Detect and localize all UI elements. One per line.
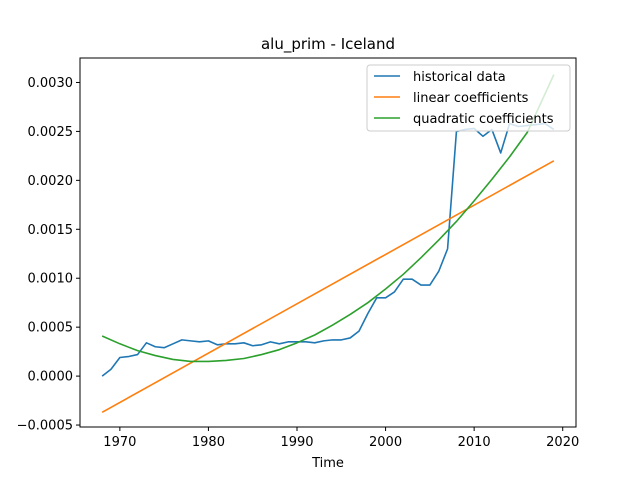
legend-label: linear coefficients xyxy=(413,91,529,106)
y-tick-label: 0.0025 xyxy=(28,125,74,140)
y-axis: −0.0005 0.0000 0.0005 0.0010 0.0015 0.0020 0.0… xyxy=(17,76,80,434)
x-axis: 1970 1980 1990 2000 2010 2020 xyxy=(103,427,579,450)
series-line-0 xyxy=(101,122,555,377)
x-tick-label: 2020 xyxy=(546,435,579,450)
y-tick-label: 0.0030 xyxy=(28,76,74,91)
plot-area-frame xyxy=(79,57,577,428)
legend: historical data linear coefficients quadra… xyxy=(366,64,571,132)
chart-title: alu_prim - Iceland xyxy=(261,35,395,54)
legend-box xyxy=(366,64,571,132)
x-axis-label: Time xyxy=(311,456,344,471)
x-tick-label: 1980 xyxy=(192,435,225,450)
x-tick-label: 1970 xyxy=(103,435,136,450)
plot-lines xyxy=(101,74,555,414)
y-tick-label: 0.0005 xyxy=(28,321,74,336)
x-tick-label: 1990 xyxy=(280,435,313,450)
y-tick-label: 0.0020 xyxy=(28,174,74,189)
y-tick-label: 0.0010 xyxy=(28,272,74,287)
y-tick-label: 0.0015 xyxy=(28,223,74,238)
legend-label: quadratic coefficients xyxy=(413,112,554,127)
y-tick-label: 0.0000 xyxy=(28,370,74,385)
legend-label: historical data xyxy=(413,70,506,85)
x-tick-label: 2000 xyxy=(369,435,402,450)
series-line-1 xyxy=(101,160,555,414)
series-line-2 xyxy=(101,74,555,363)
x-tick-label: 2010 xyxy=(458,435,491,450)
y-tick-label: −0.0005 xyxy=(17,419,73,434)
